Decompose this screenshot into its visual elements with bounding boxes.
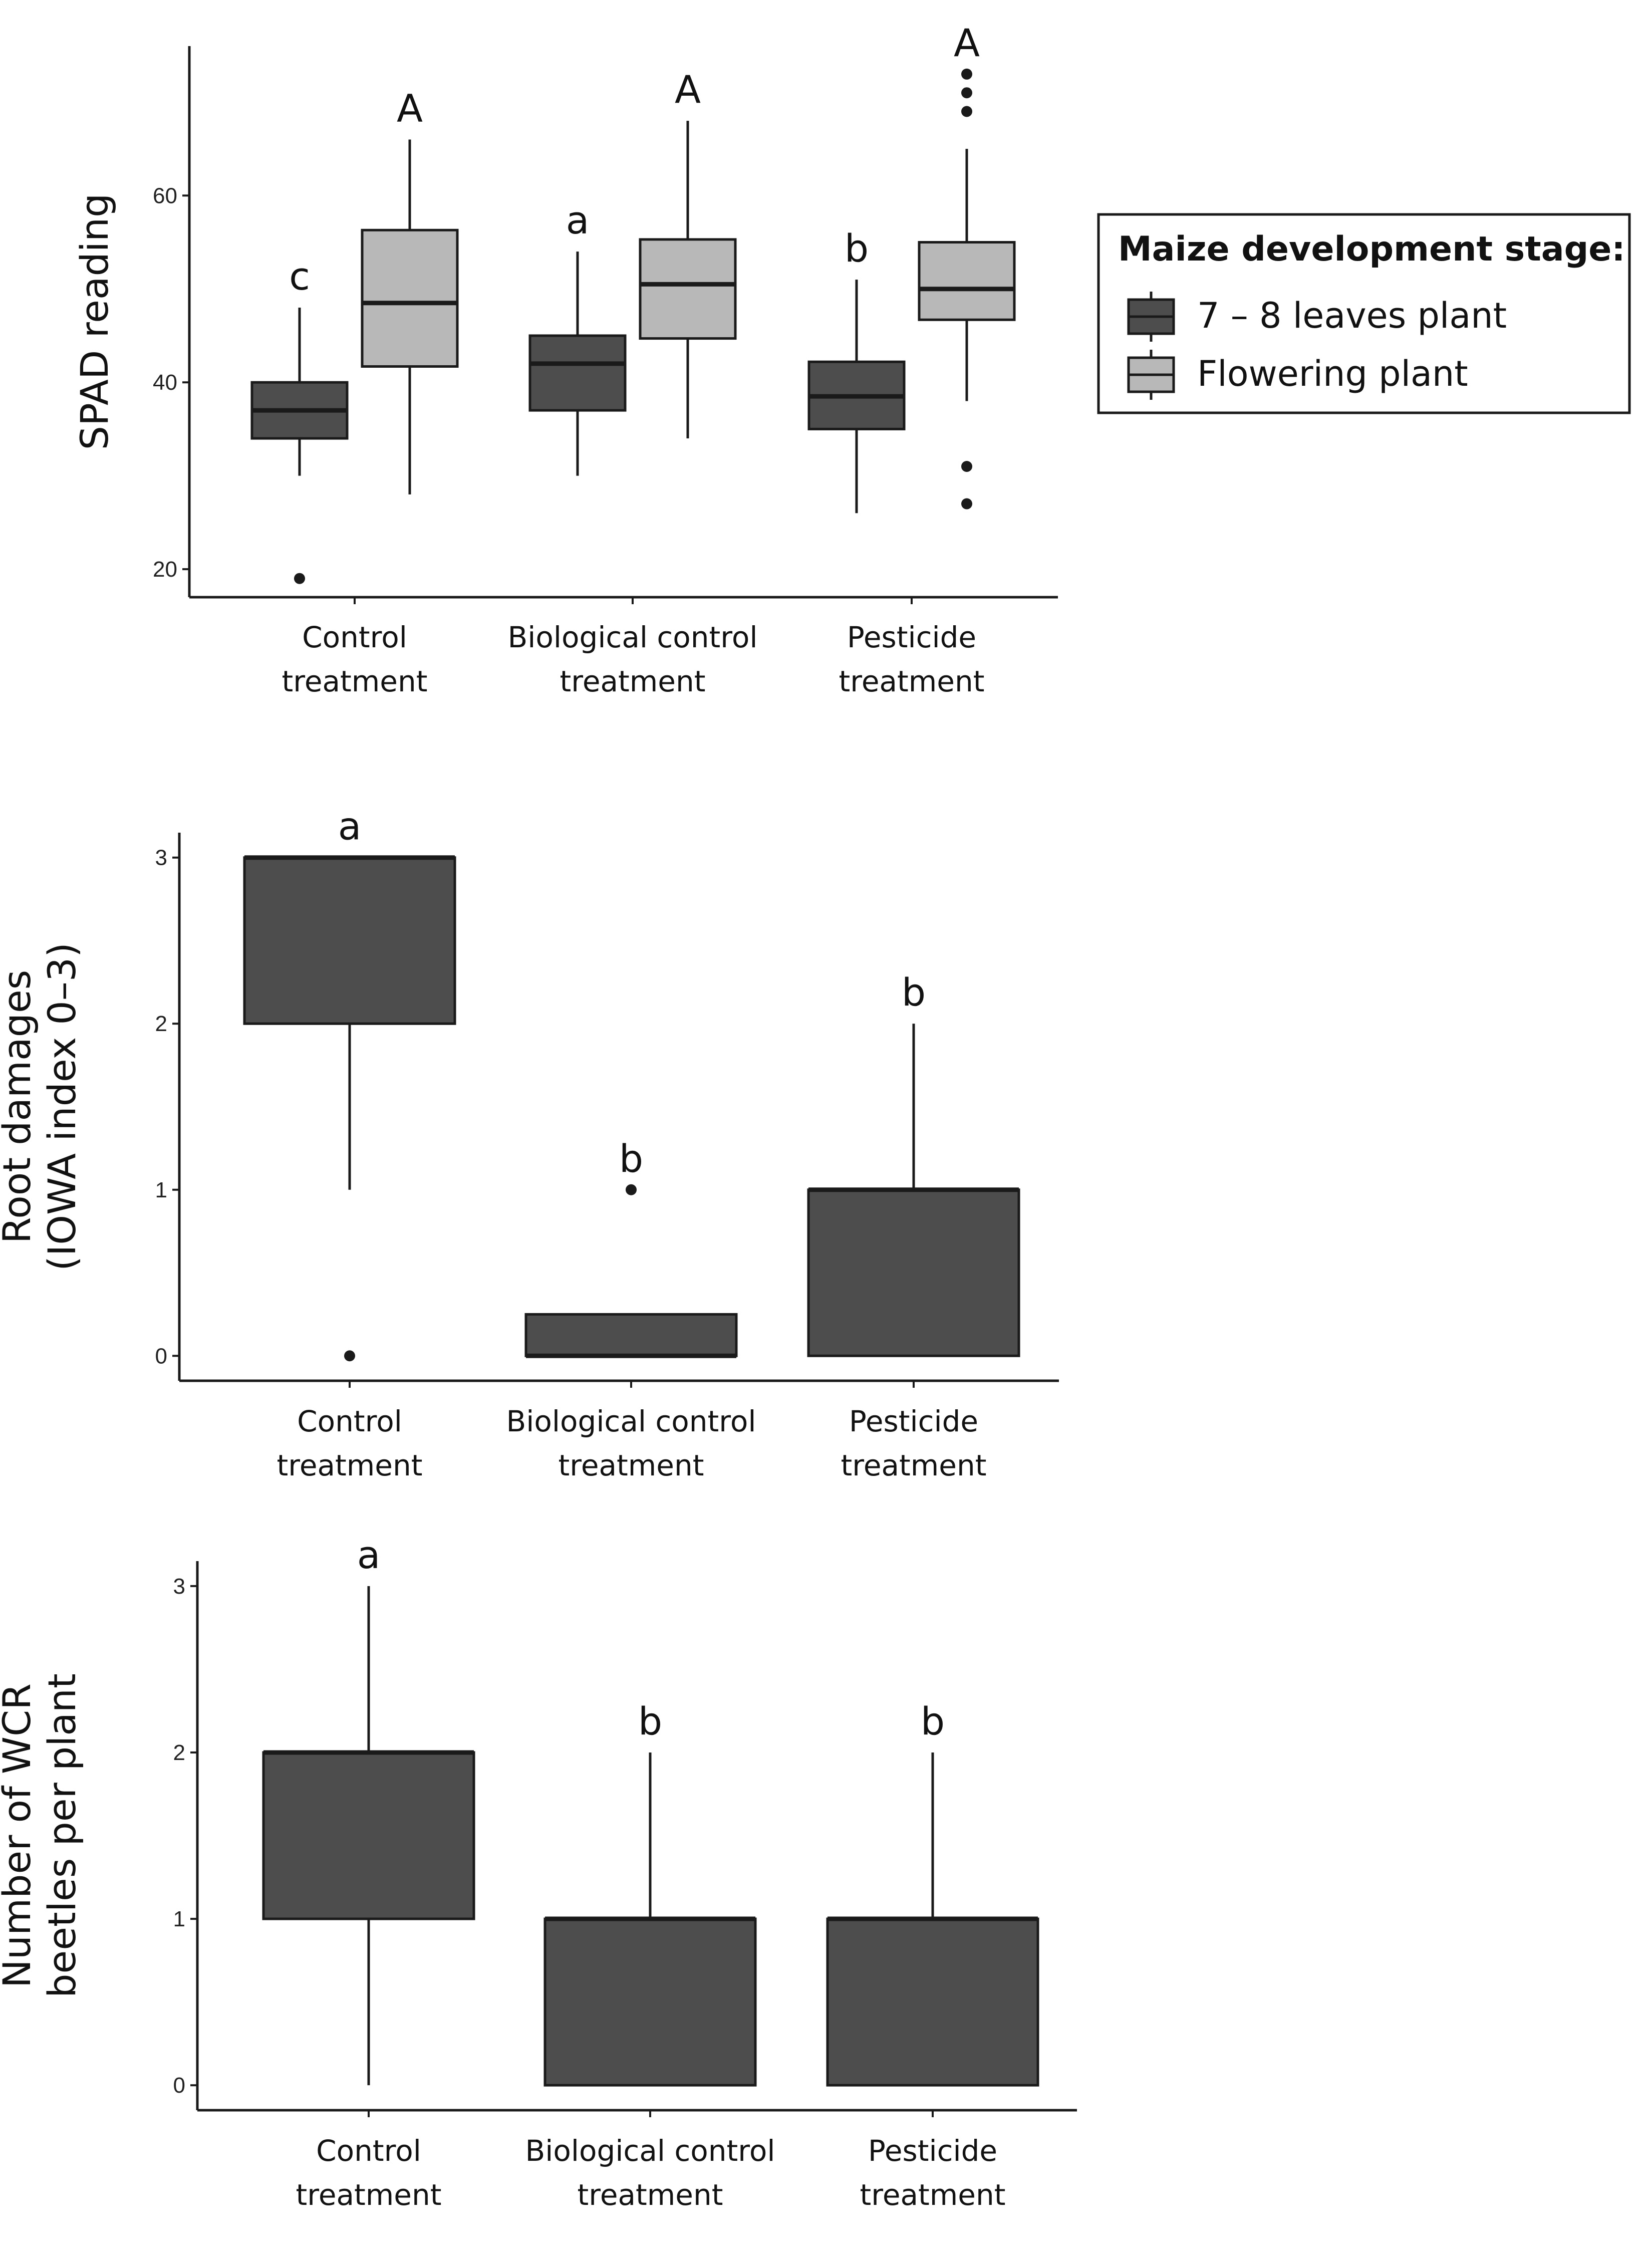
outlier-point xyxy=(626,1184,637,1195)
y-axis-label: (IOWA index 0–3) xyxy=(40,942,84,1271)
significance-letter: b xyxy=(845,226,869,271)
significance-letter: c xyxy=(289,254,310,299)
x-tick-label: Pesticide xyxy=(849,1404,978,1438)
wcr-beetles-panel: 0 1 2 3 Control treatment Biological control tr… xyxy=(0,1533,1077,2212)
x-tick-label: Biological control xyxy=(525,2134,775,2168)
y-tick-label: 60 xyxy=(153,183,177,208)
y-tick-label: 0 xyxy=(173,2073,185,2098)
box xyxy=(243,856,456,1025)
significance-letter: b xyxy=(638,1699,662,1743)
y-tick-label: 3 xyxy=(173,1574,185,1599)
y-tick-label: 40 xyxy=(153,370,177,395)
x-tick-label: Control xyxy=(297,1404,402,1438)
x-tick-label: Biological control xyxy=(506,1404,756,1438)
x-tick-label: treatment xyxy=(578,2178,723,2212)
x-tick-label: treatment xyxy=(560,664,706,698)
significance-letter: b xyxy=(902,970,926,1015)
y-tick-label: 0 xyxy=(155,1344,167,1368)
x-tick-label: Control xyxy=(316,2134,421,2168)
box xyxy=(918,241,1016,321)
box xyxy=(361,228,459,368)
outlier-point xyxy=(961,68,972,80)
significance-letter: a xyxy=(566,198,590,242)
significance-letter: b xyxy=(619,1136,643,1181)
outlier-point xyxy=(344,1350,355,1362)
box xyxy=(543,1917,757,2087)
significance-letter: A xyxy=(397,86,423,130)
legend: Maize development stage: 7 – 8 leaves pl… xyxy=(1097,213,1631,414)
x-tick-label: Biological control xyxy=(508,620,758,654)
x-tick-label: treatment xyxy=(282,664,428,698)
x-tick-label: treatment xyxy=(277,1448,423,1482)
y-tick-label: 1 xyxy=(155,1178,167,1202)
box xyxy=(262,1751,475,1920)
significance-letter: b xyxy=(921,1699,945,1743)
significance-letter: a xyxy=(357,1533,381,1577)
significance-letter: a xyxy=(338,804,362,849)
y-axis-label: SPAD reading xyxy=(72,193,117,450)
y-tick-label: 2 xyxy=(155,1012,167,1036)
box xyxy=(528,334,627,412)
outlier-point xyxy=(294,573,305,584)
x-tick-label: treatment xyxy=(559,1448,704,1482)
x-tick-label: Control xyxy=(302,620,407,654)
y-axis-label: beetles per plant xyxy=(40,1673,84,1997)
outlier-point xyxy=(961,106,972,117)
box xyxy=(826,1917,1039,2087)
x-tick-label: treatment xyxy=(841,1448,987,1482)
significance-letter: A xyxy=(954,21,980,65)
x-tick-label: Pesticide xyxy=(868,2134,997,2168)
x-tick-label: Pesticide xyxy=(847,620,976,654)
outlier-point xyxy=(961,498,972,510)
legend-label-leaves: 7 – 8 leaves plant xyxy=(1197,295,1507,336)
x-tick-label: treatment xyxy=(839,664,985,698)
legend-title: Maize development stage: xyxy=(1118,229,1625,269)
x-tick-label: treatment xyxy=(296,2178,442,2212)
box xyxy=(807,1188,1020,1357)
significance-letter: A xyxy=(675,67,701,112)
root-damage-panel: 0 1 2 3 Control treatment Biological control tr… xyxy=(0,804,1059,1482)
y-axis-label: Root damages xyxy=(0,970,39,1243)
box xyxy=(639,238,737,340)
outlier-point xyxy=(961,87,972,99)
y-tick-label: 20 xyxy=(153,557,177,582)
y-tick-label: 1 xyxy=(173,1907,185,1931)
y-tick-label: 2 xyxy=(173,1740,185,1765)
spad-panel: 20 40 60 Control treatment Biological control… xyxy=(72,21,1058,698)
y-axis-label: Number of WCR xyxy=(0,1683,39,1988)
y-tick-label: 3 xyxy=(155,846,167,870)
outlier-point xyxy=(961,460,972,472)
x-tick-label: treatment xyxy=(860,2178,1006,2212)
box xyxy=(524,1313,738,1357)
legend-label-flowering: Flowering plant xyxy=(1197,353,1468,394)
legend-frame xyxy=(1097,213,1631,414)
